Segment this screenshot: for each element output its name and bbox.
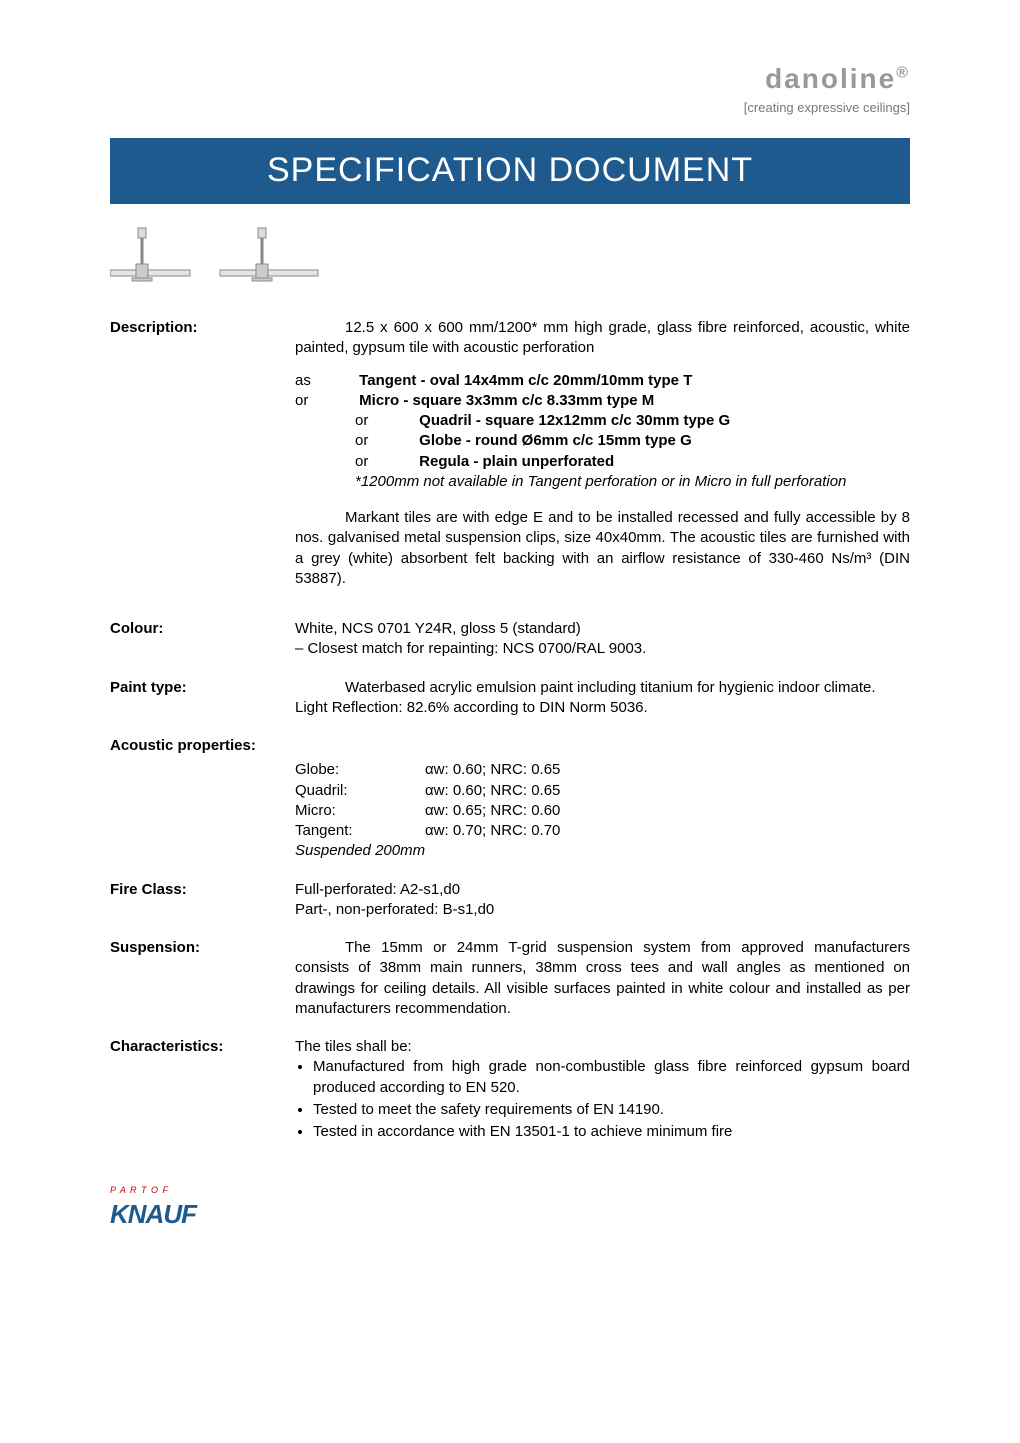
acoustic-name: Globe: xyxy=(295,760,425,780)
description-intro: 12.5 x 600 x 600 mm/1200* mm high grade,… xyxy=(295,319,910,356)
acoustic-note: Suspended 200mm xyxy=(295,841,910,861)
acoustic-row: Globe: αw: 0.60; NRC: 0.65 xyxy=(295,760,910,780)
perf-micro: Micro - square 3x3mm c/c 8.33mm type M xyxy=(359,392,654,409)
acoustic-val: αw: 0.70; NRC: 0.70 xyxy=(425,821,560,841)
colour-label: Colour: xyxy=(110,619,295,660)
fire-line1: Full-perforated: A2-s1,d0 xyxy=(295,881,460,898)
list-item: Manufactured from high grade non-combust… xyxy=(313,1057,910,1098)
acoustic-section: Acoustic properties: Globe: αw: 0.60; NR… xyxy=(110,736,910,862)
fire-line2: Part-, non-perforated: B-s1,d0 xyxy=(295,901,494,918)
perf-quadril: Quadril - square 12x12mm c/c 30mm type G xyxy=(419,412,730,429)
paint-line2: Light Reflection: 82.6% according to DIN… xyxy=(295,699,648,716)
suspension-text: The 15mm or 24mm T-grid suspension syste… xyxy=(295,939,910,1017)
ceiling-svg xyxy=(110,224,330,294)
acoustic-val: αw: 0.60; NRC: 0.65 xyxy=(425,760,560,780)
paint-body: Waterbased acrylic emulsion paint includ… xyxy=(295,678,910,719)
perf-note: *1200mm not available in Tangent perfora… xyxy=(355,472,910,492)
knauf-partof: P A R T O F xyxy=(110,1184,910,1196)
description-label: Description: xyxy=(110,318,295,601)
acoustic-body: Globe: αw: 0.60; NRC: 0.65 Quadril: αw: … xyxy=(295,760,910,861)
ceiling-diagram xyxy=(110,224,910,300)
page-title: SPECIFICATION DOCUMENT xyxy=(110,138,910,204)
characteristics-lead: The tiles shall be: xyxy=(295,1038,412,1055)
characteristics-section: Characteristics: The tiles shall be: Man… xyxy=(110,1037,910,1144)
brand-header: danoline® [creating expressive ceilings] xyxy=(110,60,910,118)
suspension-body: The 15mm or 24mm T-grid suspension syste… xyxy=(295,938,910,1019)
perf-or2: or xyxy=(355,411,415,431)
colour-line2: – Closest match for repainting: NCS 0700… xyxy=(295,640,646,657)
acoustic-name: Micro: xyxy=(295,801,425,821)
colour-line1: White, NCS 0701 Y24R, gloss 5 (standard) xyxy=(295,620,581,637)
characteristics-body: The tiles shall be: Manufactured from hi… xyxy=(295,1037,910,1144)
perf-regula: Regula - plain unperforated xyxy=(419,453,614,470)
acoustic-val: αw: 0.65; NRC: 0.60 xyxy=(425,801,560,821)
acoustic-name: Quadril: xyxy=(295,781,425,801)
paint-label: Paint type: xyxy=(110,678,295,719)
acoustic-name: Tangent: xyxy=(295,821,425,841)
footer: P A R T O F KNAUF xyxy=(110,1184,910,1231)
brand-name: danoline® xyxy=(765,63,910,94)
paint-line1: Waterbased acrylic emulsion paint includ… xyxy=(345,679,876,696)
acoustic-row: Quadril: αw: 0.60; NRC: 0.65 xyxy=(295,781,910,801)
perf-as: as xyxy=(295,371,355,391)
colour-section: Colour: White, NCS 0701 Y24R, gloss 5 (s… xyxy=(110,619,910,660)
perf-globe: Globe - round Ø6mm c/c 15mm type G xyxy=(419,432,692,449)
brand-tagline: [creating expressive ceilings] xyxy=(744,100,910,115)
suspension-label: Suspension: xyxy=(110,938,295,1019)
suspension-section: Suspension: The 15mm or 24mm T-grid susp… xyxy=(110,938,910,1019)
brand-name-text: danoline xyxy=(765,63,896,94)
paint-section: Paint type: Waterbased acrylic emulsion … xyxy=(110,678,910,719)
perf-or4: or xyxy=(355,452,415,472)
brand-reg: ® xyxy=(896,65,910,82)
description-para2: Markant tiles are with edge E and to be … xyxy=(295,509,910,587)
description-section: Description: 12.5 x 600 x 600 mm/1200* m… xyxy=(110,318,910,601)
fire-label: Fire Class: xyxy=(110,880,295,921)
characteristics-label: Characteristics: xyxy=(110,1037,295,1144)
colour-body: White, NCS 0701 Y24R, gloss 5 (standard)… xyxy=(295,619,910,660)
perf-tangent: Tangent - oval 14x4mm c/c 20mm/10mm type… xyxy=(359,372,692,389)
knauf-word: KNAUF xyxy=(110,1197,910,1232)
acoustic-val: αw: 0.60; NRC: 0.65 xyxy=(425,781,560,801)
fire-section: Fire Class: Full-perforated: A2-s1,d0 Pa… xyxy=(110,880,910,921)
characteristics-list: Manufactured from high grade non-combust… xyxy=(313,1057,910,1142)
list-item: Tested in accordance with EN 13501-1 to … xyxy=(313,1122,910,1142)
fire-body: Full-perforated: A2-s1,d0 Part-, non-per… xyxy=(295,880,910,921)
acoustic-row: Micro: αw: 0.65; NRC: 0.60 xyxy=(295,801,910,821)
perf-or1: or xyxy=(295,391,355,411)
perf-or3: or xyxy=(355,431,415,451)
description-body: 12.5 x 600 x 600 mm/1200* mm high grade,… xyxy=(295,318,910,601)
knauf-logo: P A R T O F KNAUF xyxy=(110,1184,910,1231)
acoustic-label: Acoustic properties: xyxy=(110,736,910,756)
acoustic-row: Tangent: αw: 0.70; NRC: 0.70 xyxy=(295,821,910,841)
list-item: Tested to meet the safety requirements o… xyxy=(313,1100,910,1120)
